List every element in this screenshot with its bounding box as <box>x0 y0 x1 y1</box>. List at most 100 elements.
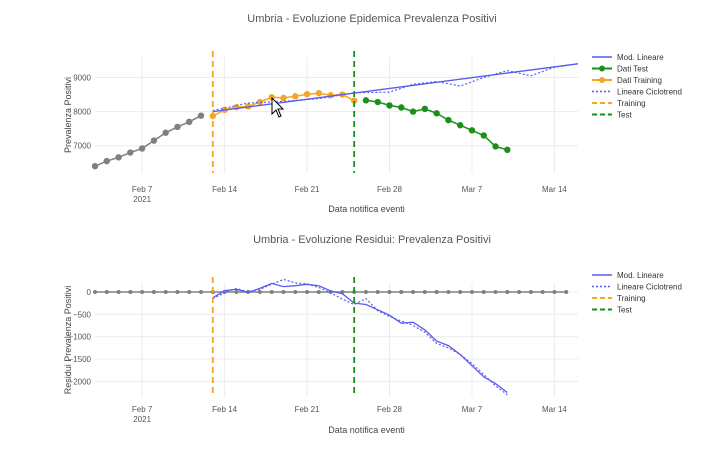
data-point <box>468 127 476 134</box>
zero-marker-point <box>293 289 298 294</box>
data-point <box>292 93 299 100</box>
zero-marker-point <box>540 289 545 294</box>
zero-marker-point <box>187 289 192 294</box>
chart-title: Umbria - Evoluzione Epidemica Prevalenza… <box>247 13 496 25</box>
data-point <box>197 112 205 119</box>
legend-label: Test <box>617 111 632 120</box>
legend-label: Dati Test <box>617 65 649 74</box>
zero-marker-point <box>269 289 274 294</box>
series-line <box>365 99 508 151</box>
x-axis-title: Data notifica eventi <box>328 425 405 435</box>
legend-item: Dati Training <box>592 76 662 85</box>
legend-item: Lineare Ciclotrend <box>592 283 682 292</box>
zero-marker-point <box>422 289 427 294</box>
zero-marker-point <box>305 289 310 294</box>
y-tick-label: −500 <box>73 310 92 319</box>
x-tick-label: Feb 28 <box>377 185 402 194</box>
data-point <box>421 105 429 113</box>
data-point <box>374 98 381 106</box>
legend-item: Test <box>592 306 632 315</box>
legend-item: Mod. Lineare <box>592 53 664 62</box>
data-point <box>504 146 511 153</box>
y-tick-label: 0 <box>87 288 92 297</box>
x-tick-label: Mar 14 <box>542 405 567 414</box>
zero-marker-point <box>493 289 498 294</box>
data-point <box>433 110 440 117</box>
data-point <box>445 116 452 124</box>
data-point <box>256 98 264 106</box>
y-tick-label: 9000 <box>73 73 91 82</box>
zero-marker-point <box>104 289 109 294</box>
x-tick-label: Feb 14 <box>212 185 237 194</box>
data-point <box>174 123 181 131</box>
legend-item: Lineare Ciclotrend <box>592 88 682 97</box>
series-line <box>212 278 508 396</box>
y-axis-title: Residui Prevalenza Positivi <box>63 286 73 395</box>
zero-marker-point <box>140 289 145 294</box>
data-point <box>409 108 417 115</box>
zero-marker-point <box>399 289 404 294</box>
legend-label: Lineare Ciclotrend <box>617 283 682 292</box>
data-point <box>186 118 193 126</box>
data-point <box>398 104 405 111</box>
zero-marker-point <box>517 289 522 294</box>
data-point <box>162 129 169 136</box>
series-line <box>212 282 508 394</box>
x-axis-title: Data notifica eventi <box>328 204 405 214</box>
data-point <box>280 94 287 102</box>
x-tick-label: Mar 14 <box>542 185 567 194</box>
y-axis-title: Prevalenza Positivi <box>63 77 73 153</box>
x-tick-label: Feb 14 <box>212 405 237 414</box>
data-point <box>150 137 158 144</box>
legend-label: Mod. Lineare <box>617 53 664 62</box>
zero-marker-point <box>434 289 439 294</box>
x-tick-label: Feb 28 <box>377 405 402 414</box>
zero-marker-point <box>458 289 463 294</box>
data-point <box>386 102 393 109</box>
legend-item: Training <box>592 99 646 108</box>
data-point <box>138 145 146 152</box>
x-tick-label: Feb 7 <box>132 405 153 414</box>
legend-label: Mod. Lineare <box>617 271 664 280</box>
legend-marker <box>599 77 605 83</box>
chart-2: Umbria - Evoluzione Residui: Prevalenza … <box>63 234 682 435</box>
legend-label: Training <box>617 294 646 303</box>
x-tick-label: Mar 7 <box>462 185 483 194</box>
x-tick-label: Feb 7 <box>132 185 153 194</box>
legend-label: Test <box>617 306 632 315</box>
legend: Mod. Lineare Lineare Ciclotrend Training Te… <box>592 271 682 315</box>
data-point <box>456 122 464 129</box>
zero-marker-point <box>128 289 133 294</box>
data-point <box>350 97 358 104</box>
data-point <box>315 89 323 97</box>
legend-label: Lineare Ciclotrend <box>617 88 682 97</box>
zero-marker-point <box>151 289 156 294</box>
x-tick-label: Feb 21 <box>295 405 320 414</box>
series-line <box>94 115 202 167</box>
series-history <box>91 112 205 170</box>
zero-marker-point <box>199 289 204 294</box>
zero-marker-point <box>375 289 380 294</box>
y-tick-label: 8000 <box>73 108 91 117</box>
zero-marker-point <box>93 289 97 294</box>
series-line <box>212 63 579 112</box>
zero-marker-point <box>528 289 533 294</box>
legend: Mod. Lineare Dati Test Dati Training Linear… <box>592 53 682 120</box>
y-tick-label: −2000 <box>69 377 92 386</box>
series-lineare-ciclotrend <box>212 63 579 112</box>
zero-marker-point <box>387 289 392 294</box>
data-point <box>480 132 487 139</box>
legend-marker <box>599 65 605 72</box>
chart-title: Umbria - Evoluzione Residui: Prevalenza … <box>253 234 491 246</box>
data-point <box>492 143 499 150</box>
zero-marker-point <box>446 289 451 294</box>
zero-marker-point <box>505 289 510 294</box>
y-tick-label: 7000 <box>73 142 91 151</box>
legend-item: Training <box>592 294 646 303</box>
legend-item: Dati Test <box>592 65 649 74</box>
series-lineare-ciclotrend <box>212 278 508 396</box>
legend-item: Mod. Lineare <box>592 271 664 280</box>
zero-marker-point <box>411 289 416 294</box>
series-mod-lineare <box>212 63 579 113</box>
